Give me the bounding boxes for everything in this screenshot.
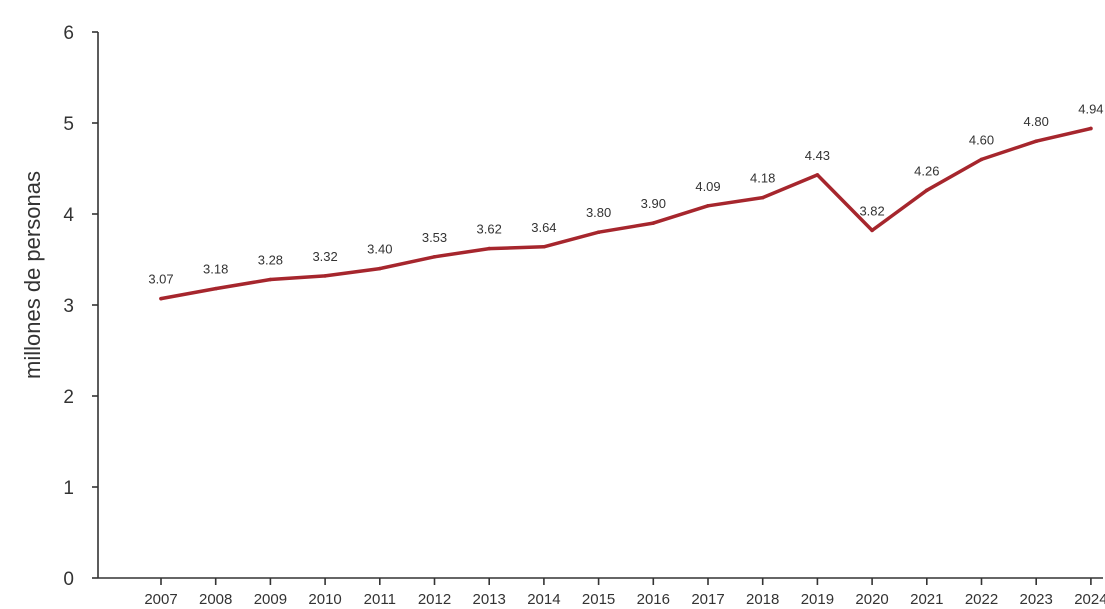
- x-tick-label: 2009: [254, 591, 287, 608]
- y-tick-label: 6: [63, 23, 74, 44]
- y-tick-label: 1: [63, 478, 74, 499]
- data-label: 3.28: [258, 253, 283, 268]
- data-label: 3.07: [148, 272, 173, 287]
- x-tick-label: 2011: [364, 591, 396, 608]
- data-point: [269, 278, 273, 282]
- data-point: [870, 229, 874, 233]
- x-tick-label: 2017: [691, 591, 724, 608]
- data-label: 4.94: [1078, 101, 1103, 116]
- x-axis-ticks: 2007 2008 2009 2010 2011 2012 2013 2014 2015 2016…: [144, 578, 1105, 608]
- x-tick-label: 2007: [144, 591, 177, 608]
- y-tick-label: 0: [63, 569, 74, 590]
- data-point: [980, 158, 984, 162]
- data-label: 3.82: [859, 203, 884, 218]
- x-tick-label: 2015: [582, 591, 615, 608]
- y-tick-label: 4: [63, 205, 74, 226]
- y-axis-ticks: 0 1 2 3 4 5 6: [63, 23, 98, 590]
- x-tick-label: 2022: [965, 591, 998, 608]
- data-label: 3.40: [367, 242, 392, 257]
- data-point: [706, 204, 710, 208]
- data-point: [1034, 139, 1038, 143]
- data-label: 3.64: [531, 220, 556, 235]
- data-label: 3.18: [203, 262, 228, 277]
- y-tick-label: 5: [63, 114, 74, 135]
- data-label: 3.32: [312, 249, 337, 264]
- data-label: 4.80: [1024, 114, 1049, 129]
- data-point: [597, 230, 601, 234]
- data-point: [816, 173, 820, 177]
- x-tick-label: 2019: [801, 591, 834, 608]
- x-tick-label: 2016: [637, 591, 670, 608]
- data-label: 4.43: [805, 148, 830, 163]
- data-label: 3.80: [586, 205, 611, 220]
- data-point: [652, 221, 656, 225]
- data-point: [487, 247, 491, 251]
- x-tick-label: 2010: [308, 591, 341, 608]
- data-label: 3.62: [477, 222, 502, 237]
- data-label: 4.18: [750, 171, 775, 186]
- data-label: 3.53: [422, 230, 447, 245]
- series-group: [159, 127, 1092, 301]
- x-tick-label: 2014: [527, 591, 560, 608]
- x-tick-label: 2023: [1020, 591, 1053, 608]
- y-axis-title: millones de personas: [20, 171, 45, 379]
- x-tick-label: 2013: [473, 591, 506, 608]
- x-tick-label: 2012: [418, 591, 451, 608]
- data-point: [214, 287, 218, 291]
- data-label: 4.60: [969, 132, 994, 147]
- y-tick-label: 2: [63, 387, 74, 408]
- x-tick-label: 2021: [910, 591, 943, 608]
- x-tick-label: 2020: [855, 591, 888, 608]
- data-point: [323, 274, 327, 278]
- series-line: [161, 129, 1091, 299]
- data-label: 4.26: [914, 163, 939, 178]
- data-point: [761, 196, 765, 200]
- x-tick-label: 2024: [1074, 591, 1105, 608]
- data-point: [542, 245, 546, 249]
- data-point: [159, 297, 163, 301]
- y-tick-label: 3: [63, 296, 74, 317]
- data-label: 3.90: [641, 196, 666, 211]
- axes: [98, 32, 1103, 578]
- data-point: [378, 267, 382, 271]
- data-label: 4.09: [695, 179, 720, 194]
- data-point: [1089, 127, 1093, 131]
- data-point: [925, 189, 929, 193]
- x-tick-label: 2018: [746, 591, 779, 608]
- data-point: [433, 255, 437, 259]
- data-labels: 3.07 3.18 3.28 3.32 3.40 3.53 3.62 3.64 3.80 3.90…: [148, 101, 1103, 286]
- x-tick-label: 2008: [199, 591, 232, 608]
